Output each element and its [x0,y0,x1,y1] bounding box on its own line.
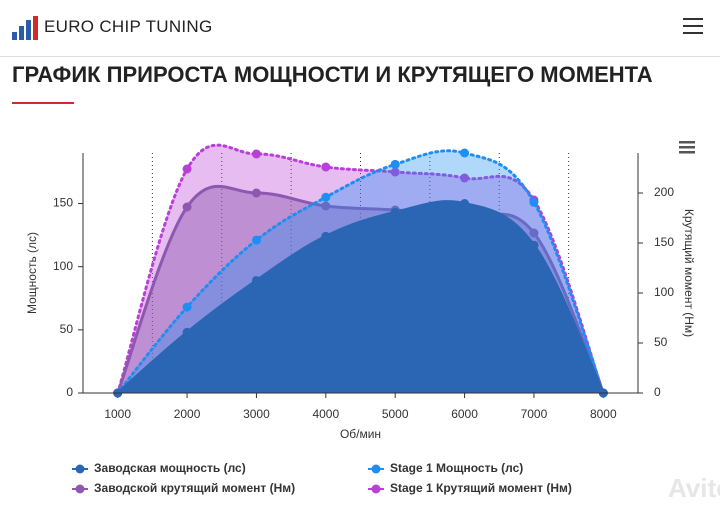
point [529,197,539,207]
logo-icon [12,16,38,40]
point [529,240,539,250]
y-tick-label: 50 [60,322,74,336]
legend-marker [75,484,85,494]
legend-item[interactable]: Заводская мощность (лс) [72,461,246,475]
x-tick-label: 3000 [243,407,270,421]
y2-tick-label: 150 [654,235,674,249]
menu-button[interactable] [683,17,703,35]
chart: Avito 0 50 100 150 0 50 100 150 200 1000 2000 3000 4… [25,141,720,503]
point [251,188,261,198]
brand[interactable]: EURO CHIP TUNING [44,17,213,36]
y2-axis-title: Крутящий момент (Нм) [682,209,696,337]
y-tick-label: 0 [66,385,73,399]
y2-tick-label: 200 [654,185,674,199]
legend-label: Заводская мощность (лс) [94,461,246,475]
legend-marker [371,484,381,494]
legend-item[interactable]: Stage 1 Мощность (лс) [368,461,523,475]
legend-label: Stage 1 Мощность (лс) [390,461,523,475]
point [321,201,331,211]
point [460,199,470,209]
x-tick-label: 7000 [521,407,548,421]
line [116,149,605,395]
x-tick-label: 8000 [590,407,617,421]
y-axis-title: Мощность (лс) [25,232,39,314]
point [251,149,261,159]
point [251,235,261,245]
point [529,228,539,238]
x-tick-label: 1000 [104,407,131,421]
point [182,202,192,212]
area [117,201,604,393]
point [182,164,192,174]
point [321,192,331,202]
watermark: Avito [668,473,720,503]
x-tick-label: 6000 [451,407,478,421]
heading-underline [12,102,74,104]
x-tick-label: 2000 [174,407,201,421]
point [251,276,261,286]
x-tick-label: 4000 [312,407,339,421]
legend-item[interactable]: Stage 1 Крутящий момент (Нм) [368,481,572,495]
point [390,159,400,169]
y2-tick-label: 0 [654,385,661,399]
x-tick-label: 5000 [382,407,409,421]
point [390,167,400,177]
top-bar: EURO CHIP TUNING [0,0,720,57]
y-tick-label: 150 [53,196,73,210]
y2-tick-label: 50 [654,335,668,349]
point [321,162,331,172]
heading: ГРАФИК ПРИРОСТА МОЩНОСТИ И КРУТЯЩЕГО МОМ… [12,62,653,87]
legend-label: Заводской крутящий момент (Нм) [94,481,295,495]
legend-item[interactable]: Заводской крутящий момент (Нм) [72,481,295,495]
point [460,173,470,183]
point [321,231,331,241]
legend-marker [371,464,381,474]
legend-label: Stage 1 Крутящий момент (Нм) [390,481,572,495]
point [460,148,470,158]
point [390,207,400,217]
legend-marker [75,464,85,474]
y2-tick-label: 100 [654,285,674,299]
y-tick-label: 100 [53,259,73,273]
point [182,327,192,337]
point [182,302,192,312]
chart-menu[interactable] [679,141,695,154]
x-axis-title: Об/мин [340,427,381,441]
